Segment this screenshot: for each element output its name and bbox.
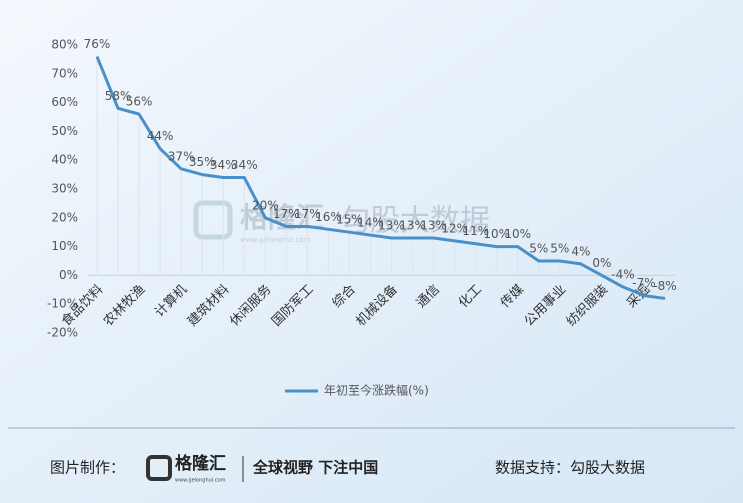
footer-brand: 格隆汇 (175, 453, 226, 474)
y-tick-label: 20% (51, 210, 78, 224)
data-label: 34% (210, 158, 237, 172)
data-label: 44% (147, 129, 174, 143)
footer-data-source: 数据支持：勾股大数据 (495, 459, 645, 477)
data-label: 37% (168, 149, 195, 163)
data-label: -8% (653, 279, 676, 293)
data-label: 14% (357, 216, 384, 230)
data-label: 5% (529, 242, 548, 256)
watermark-brand: 格隆汇 (240, 201, 324, 234)
data-label: 17% (273, 207, 300, 221)
watermark-partner: 勾股大数据 (340, 204, 490, 239)
data-label: 13% (399, 218, 426, 232)
footer-slogan: 全球视野 下注中国 (252, 459, 378, 477)
data-label: 76% (84, 37, 111, 51)
y-tick-label: 40% (51, 153, 78, 167)
y-tick-label: -20% (47, 326, 78, 340)
data-label: 12% (441, 221, 468, 235)
data-label: 15% (336, 213, 363, 227)
watermark-url: www.gelonghui.com (240, 236, 311, 244)
series-line (95, 55, 666, 300)
data-label: 34% (231, 158, 258, 172)
y-tick-label: 10% (51, 239, 78, 253)
footer-made-by: 图片制作： (50, 459, 125, 477)
footer-brand-url: www.gelonghui.com (175, 478, 226, 484)
legend-label: 年初至今涨跌幅(%) (324, 383, 429, 398)
data-label: 10% (483, 227, 510, 241)
data-label: 56% (126, 95, 153, 109)
y-tick-label: 70% (51, 66, 78, 80)
data-label: 0% (592, 256, 611, 270)
watermark: 格隆汇 www.gelonghui.com 勾股大数据 (193, 200, 490, 244)
data-label: 58% (105, 89, 132, 103)
data-label: -4% (611, 267, 634, 281)
data-label: -7% (632, 276, 655, 290)
data-label: 11% (462, 224, 489, 238)
data-label: 4% (571, 244, 590, 258)
data-label: 17% (294, 207, 321, 221)
data-label: 16% (315, 210, 342, 224)
data-label: 13% (420, 218, 447, 232)
y-tick-label: 50% (51, 124, 78, 138)
y-tick-label: 30% (51, 182, 78, 196)
y-tick-label: 60% (51, 95, 78, 109)
data-label: 20% (252, 198, 279, 212)
footer-logo (146, 455, 172, 481)
data-label: 35% (189, 155, 216, 169)
data-label: 10% (504, 227, 531, 241)
data-label: 13% (378, 218, 405, 232)
y-tick-label: 0% (59, 268, 78, 282)
data-label: 5% (550, 242, 569, 256)
y-tick-label: 80% (51, 38, 78, 52)
y-tick-label: -10% (47, 297, 78, 311)
watermark-logo (193, 200, 233, 240)
